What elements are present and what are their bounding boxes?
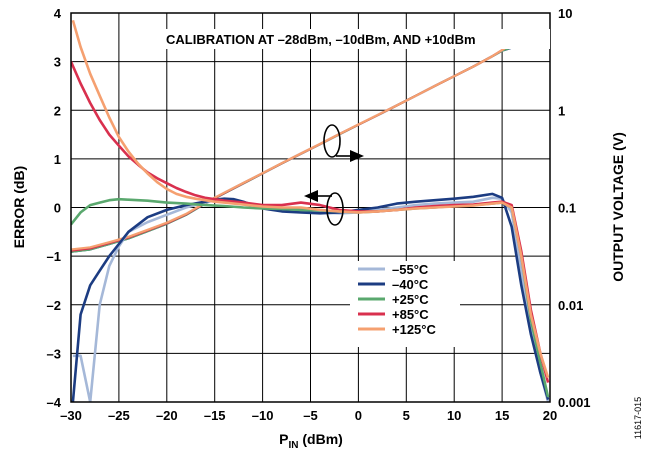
y-left-tick-label: –1: [47, 249, 61, 264]
plot-frame: [70, 12, 551, 403]
x-tick-label: –15: [204, 408, 226, 423]
legend-label-plus25c: +25°C: [392, 292, 429, 307]
y-right-tick-label: 0.001: [558, 395, 591, 410]
y-right-tick-label: 0.01: [558, 298, 583, 313]
error-line-minus40c: [71, 192, 550, 402]
x-tick-label: 10: [447, 408, 461, 423]
tick-labels: –30 –25 –20 –15 –10 –5 0 5 10 15 2043210–1–2–3–410…: [47, 6, 591, 423]
legend-label-minus40c: –40°C: [392, 277, 429, 292]
annotation-box: [162, 29, 550, 49]
x-axis-title-suffix: (dBm): [299, 431, 343, 447]
x-tick-label: –25: [108, 408, 130, 423]
y-right-tick-label: 1: [558, 103, 565, 118]
series-lines: [71, 19, 550, 402]
legend-label-minus55c: –55°C: [392, 262, 429, 277]
x-tick-label: –10: [252, 408, 274, 423]
legend: –55°C–40°C+25°C+85°C+125°C: [350, 261, 460, 347]
y-left-tick-label: 4: [54, 6, 62, 21]
x-axis-title: PIN (dBm): [279, 431, 343, 451]
y-left-tick-label: 0: [54, 201, 61, 216]
error-line-plus25c: [71, 197, 550, 398]
legend-box: [350, 261, 460, 347]
y-axis-left-title: ERROR (dB): [11, 166, 27, 248]
lower-ellipse: [326, 192, 344, 226]
error-line-plus125c: [71, 19, 550, 379]
x-tick-label: 5: [403, 408, 410, 423]
legend-label-plus125c: +125°C: [392, 322, 436, 337]
y-left-tick-label: –3: [47, 346, 61, 361]
y-left-tick-label: –4: [47, 395, 62, 410]
figure-id: 11617-015: [633, 397, 643, 439]
left-arrow-head: [304, 190, 318, 202]
y-left-tick-label: –2: [47, 298, 61, 313]
voltage-line-plus125c: [71, 41, 550, 251]
legend-label-plus85c: +85°C: [392, 307, 429, 322]
x-axis-title-sub: IN: [289, 440, 299, 451]
axis-indicator-upper: [323, 124, 364, 162]
y-left-tick-label: 3: [54, 55, 61, 70]
right-arrow-head: [350, 150, 364, 162]
calibration-annotation: CALIBRATION AT –28dBm, –10dBm, AND +10dB…: [166, 32, 476, 47]
upper-ellipse: [323, 124, 341, 158]
y-left-tick-label: 1: [54, 152, 61, 167]
x-tick-label: 20: [543, 408, 557, 423]
axis-indicator-lower: [304, 190, 344, 226]
y-right-tick-label: 10: [558, 6, 572, 21]
y-axis-right-title: OUTPUT VOLTAGE (V): [610, 132, 626, 282]
x-tick-label: –30: [60, 408, 82, 423]
y-left-tick-label: 2: [54, 103, 61, 118]
x-tick-label: –5: [303, 408, 317, 423]
y-right-tick-label: 0.1: [558, 201, 576, 216]
x-tick-label: 0: [355, 408, 362, 423]
x-tick-label: –20: [156, 408, 178, 423]
x-tick-label: 15: [495, 408, 509, 423]
x-axis-title-main: P: [279, 431, 288, 447]
